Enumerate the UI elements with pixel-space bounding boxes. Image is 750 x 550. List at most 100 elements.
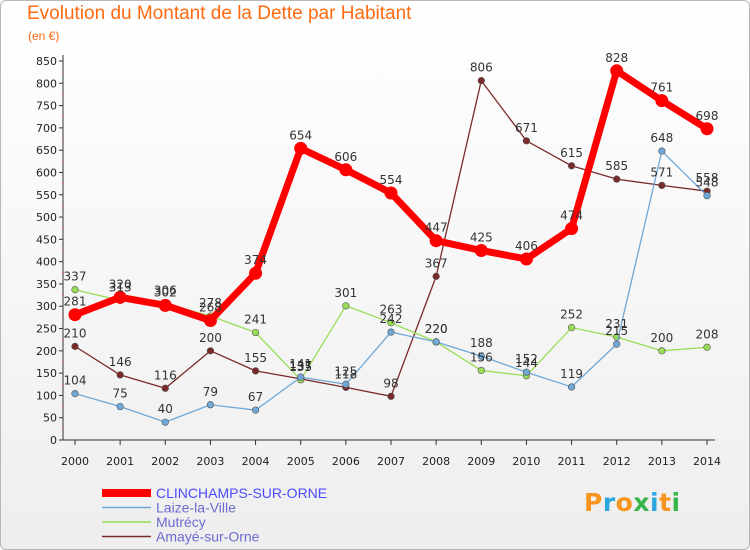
data-point bbox=[477, 352, 485, 360]
data-point bbox=[113, 290, 127, 304]
data-label: 188 bbox=[470, 336, 493, 350]
data-point bbox=[703, 343, 711, 351]
data-point bbox=[251, 367, 260, 375]
chart-title: Evolution du Montant de la Dette par Hab… bbox=[27, 3, 412, 24]
data-label: 301 bbox=[334, 286, 357, 300]
y-tick-label: 450 bbox=[36, 233, 57, 246]
series-3 bbox=[71, 77, 711, 400]
data-label: 337 bbox=[64, 270, 87, 284]
data-point bbox=[251, 406, 260, 414]
legend-entry: Laize-la-Ville bbox=[156, 500, 236, 516]
logo-letter: P bbox=[584, 488, 603, 517]
data-label: 320 bbox=[109, 277, 132, 291]
y-tick-label: 400 bbox=[36, 256, 57, 269]
data-label: 79 bbox=[203, 385, 218, 399]
x-tick-label: 2011 bbox=[558, 455, 586, 468]
proxiti-logo: Proxiti bbox=[584, 488, 681, 517]
legend-entry: CLINCHAMPS-SUR-ORNE bbox=[156, 485, 327, 501]
data-point bbox=[658, 347, 666, 355]
data-label: 828 bbox=[605, 51, 628, 65]
y-tick-label: 550 bbox=[36, 189, 57, 202]
y-tick-label: 100 bbox=[36, 389, 57, 402]
data-label: 313 bbox=[109, 280, 132, 294]
data-label: 40 bbox=[158, 402, 173, 416]
data-label: 155 bbox=[244, 351, 267, 365]
data-point bbox=[249, 266, 263, 280]
data-label: 220 bbox=[425, 322, 448, 336]
data-label: 671 bbox=[515, 121, 538, 135]
data-point bbox=[116, 371, 124, 379]
data-point bbox=[384, 186, 398, 200]
data-point bbox=[703, 192, 711, 200]
data-point bbox=[116, 402, 124, 411]
x-tick-label: 2000 bbox=[61, 455, 89, 468]
data-point bbox=[429, 234, 443, 248]
data-point bbox=[567, 162, 576, 170]
legend: CLINCHAMPS-SUR-ORNELaize-la-VilleMutrécy… bbox=[102, 485, 327, 545]
y-tick-label: 600 bbox=[36, 166, 57, 179]
data-label: 306 bbox=[154, 284, 177, 298]
chart-unit: (en €) bbox=[28, 29, 60, 43]
y-tick-label: 500 bbox=[36, 211, 57, 224]
y-tick-label: 850 bbox=[36, 55, 57, 68]
data-point bbox=[700, 122, 714, 136]
data-point bbox=[161, 384, 169, 392]
x-tick-label: 2005 bbox=[287, 455, 315, 468]
data-point bbox=[206, 347, 215, 355]
y-tick-label: 50 bbox=[43, 412, 57, 425]
y-tick-label: 750 bbox=[36, 100, 57, 113]
data-point bbox=[567, 383, 576, 391]
data-point bbox=[522, 368, 531, 376]
logo-letter: r bbox=[602, 488, 616, 517]
logo-letter: i bbox=[671, 488, 681, 517]
y-tick-label: 800 bbox=[36, 77, 57, 90]
data-label: 125 bbox=[334, 364, 357, 378]
x-tick-label: 2007 bbox=[377, 455, 405, 468]
data-point bbox=[655, 94, 669, 108]
data-point bbox=[658, 147, 666, 155]
data-label: 116 bbox=[154, 368, 177, 382]
data-point bbox=[342, 380, 350, 388]
data-label: 200 bbox=[650, 331, 673, 345]
data-label: 278 bbox=[199, 296, 222, 310]
series-0 bbox=[68, 64, 714, 328]
data-label: 374 bbox=[244, 253, 267, 267]
data-point bbox=[294, 141, 308, 155]
data-point bbox=[610, 64, 624, 78]
data-point bbox=[567, 324, 576, 332]
data-point bbox=[432, 272, 440, 280]
data-label: 761 bbox=[650, 81, 673, 95]
x-tick-label: 2003 bbox=[196, 455, 224, 468]
data-point bbox=[522, 137, 531, 145]
data-point bbox=[387, 392, 395, 400]
data-point bbox=[658, 181, 666, 190]
x-tick-label: 2004 bbox=[242, 455, 270, 468]
data-label: 242 bbox=[380, 312, 403, 326]
x-tick-label: 2012 bbox=[603, 455, 631, 468]
data-label: 152 bbox=[515, 352, 538, 366]
data-label: 606 bbox=[334, 150, 357, 164]
data-point bbox=[387, 319, 395, 327]
data-point bbox=[477, 366, 485, 375]
data-label: 558 bbox=[696, 171, 719, 185]
data-point bbox=[339, 163, 353, 177]
data-label: 208 bbox=[696, 327, 719, 341]
logo-letter: x bbox=[633, 488, 650, 517]
data-point bbox=[432, 338, 440, 346]
data-label: 268 bbox=[199, 301, 222, 315]
data-label: 118 bbox=[334, 367, 357, 381]
y-tick-label: 700 bbox=[36, 122, 57, 135]
data-point bbox=[203, 314, 217, 328]
data-label: 141 bbox=[289, 357, 312, 371]
x-tick-label: 2009 bbox=[467, 455, 495, 468]
x-tick-label: 2002 bbox=[151, 455, 179, 468]
legend-entry: Amayé-sur-Orne bbox=[156, 529, 260, 545]
data-label: 220 bbox=[425, 322, 448, 336]
data-point bbox=[519, 252, 533, 266]
data-label: 98 bbox=[383, 376, 398, 390]
data-label: 156 bbox=[470, 350, 493, 364]
data-label: 806 bbox=[470, 61, 493, 75]
data-point bbox=[158, 298, 172, 312]
